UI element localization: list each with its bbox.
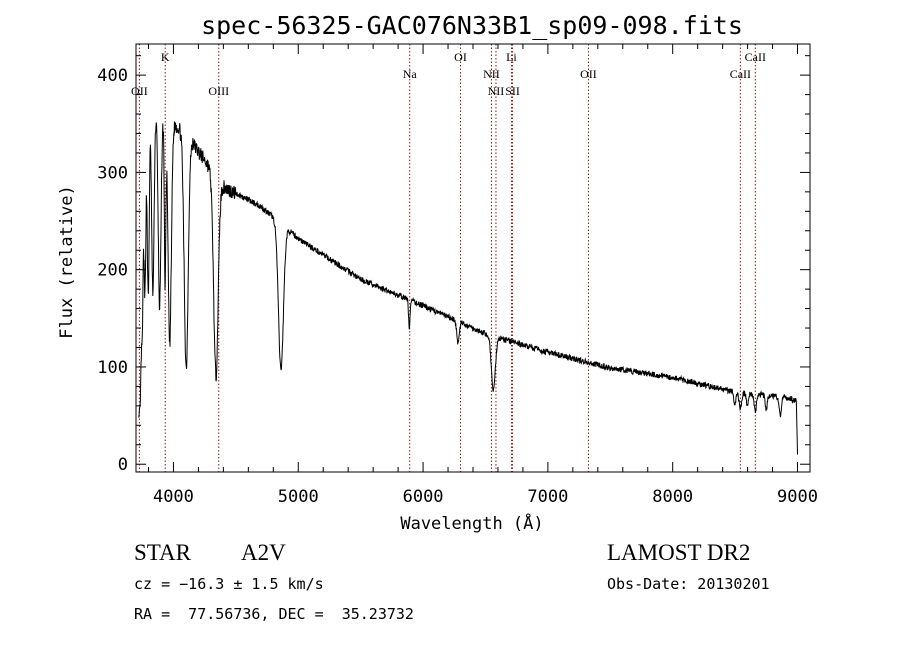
redshift-readout: cz = −16.3 ± 1.5 km/s	[134, 575, 324, 593]
y-axis-label: Flux (relative)	[57, 185, 77, 339]
line-marker-label: Li	[506, 50, 517, 64]
survey-name: LAMOST DR2	[607, 540, 751, 565]
coordinates-readout: RA = 77.56736, DEC = 35.23732	[134, 605, 414, 623]
y-tick-label: 100	[97, 358, 128, 378]
x-tick-label: 4000	[153, 487, 194, 507]
line-marker-label: SII	[505, 84, 520, 98]
x-tick-label: 8000	[652, 487, 693, 507]
y-tick-label: 0	[118, 455, 128, 475]
spectrum-line	[138, 121, 798, 455]
chart-title: spec-56325-GAC076N33B1_sp09-098.fits	[201, 11, 743, 40]
line-marker-label: OIII	[208, 84, 229, 98]
line-marker-label: K	[161, 50, 170, 64]
object-class: STAR	[134, 540, 191, 565]
y-axis-ticks: 0 100 200 300 400	[97, 55, 810, 475]
spectral-subclass: A2V	[241, 540, 286, 565]
line-marker-label: Na	[403, 67, 418, 81]
observation-date: Obs-Date: 20130201	[607, 575, 770, 593]
emission-line-markers: OII K OIII Na OI NII NII Li SII OII CaII CaII	[131, 44, 766, 472]
x-tick-label: 9000	[777, 487, 818, 507]
line-marker-label: OI	[454, 50, 467, 64]
x-axis-label: Wavelength (Å)	[400, 512, 543, 534]
x-axis-ticks: 4000 5000 6000 7000 8000 9000	[147, 44, 818, 507]
plot-frame	[135, 43, 811, 473]
line-marker-label: CaII	[745, 50, 766, 64]
y-tick-label: 400	[97, 66, 128, 86]
line-marker-label: OII	[580, 67, 597, 81]
y-tick-label: 300	[97, 163, 128, 183]
x-tick-label: 5000	[278, 487, 319, 507]
line-marker-label: NII	[488, 84, 505, 98]
x-tick-label: 7000	[527, 487, 568, 507]
line-marker-label: CaII	[730, 67, 751, 81]
line-marker-label: OII	[131, 84, 148, 98]
y-tick-label: 200	[97, 261, 128, 281]
x-tick-label: 6000	[403, 487, 444, 507]
line-marker-label: NII	[483, 67, 500, 81]
